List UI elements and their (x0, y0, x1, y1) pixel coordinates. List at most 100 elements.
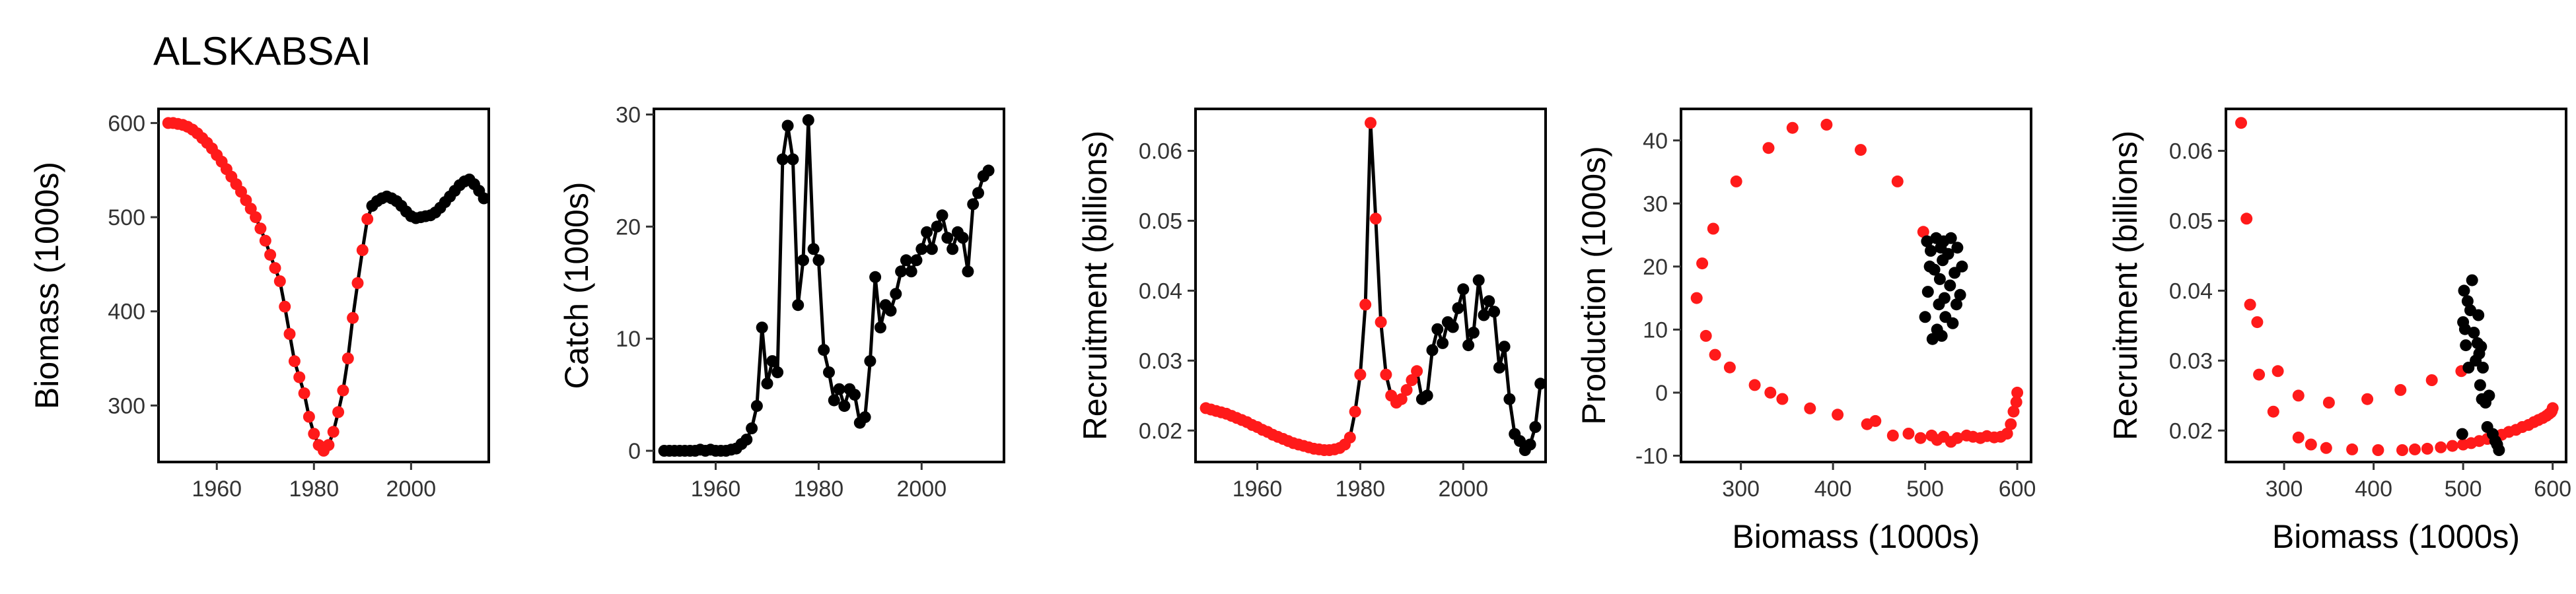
x-tick-label: 500 (2445, 477, 2482, 502)
data-point-red (1369, 213, 1382, 225)
panel-border (2225, 108, 2567, 463)
data-point-red (2435, 441, 2447, 453)
data-point-black (1921, 286, 1934, 298)
panel-border (653, 108, 1005, 463)
data-point-red (2240, 213, 2253, 225)
data-point-black (1947, 317, 1959, 329)
data-point-black (1956, 260, 1968, 273)
data-point-black (921, 226, 933, 238)
data-point-red (1365, 117, 1377, 129)
y-tick-label: 40 (1643, 129, 1668, 154)
data-point-black (1944, 279, 1956, 292)
panel-border (1680, 108, 2032, 463)
data-point-red (337, 384, 349, 397)
data-point-red (2292, 389, 2305, 402)
data-point-red (259, 234, 271, 247)
data-point-black (478, 192, 490, 205)
x-axis-title: Biomass (1000s) (2272, 518, 2520, 555)
data-point-red (347, 312, 359, 324)
data-point-black (1945, 232, 1957, 244)
y-tick-label: 10 (616, 327, 641, 352)
data-point-black (838, 400, 851, 412)
data-point-red (254, 222, 267, 235)
y-tick-label: 0.05 (2169, 209, 2213, 234)
data-point-red (2253, 368, 2266, 381)
data-point-red (308, 428, 320, 440)
data-point-red (2425, 374, 2438, 386)
y-tick-label: 0.05 (1139, 209, 1182, 234)
data-point-red (1776, 393, 1789, 405)
x-tick-label: 1960 (1233, 477, 1283, 502)
data-point-black (833, 383, 845, 395)
data-point-red (356, 244, 369, 256)
series-line (168, 121, 485, 453)
y-axis-title: Biomass (1000s) (28, 162, 65, 409)
data-point-red (2267, 405, 2279, 418)
data-point-black (2493, 444, 2505, 456)
data-point-black (1514, 435, 1526, 447)
data-point-black (771, 366, 784, 379)
data-point-red (1902, 428, 1915, 440)
data-point-black (941, 232, 954, 244)
data-point-black (884, 304, 897, 317)
data-point-black (890, 288, 902, 300)
data-point-red (351, 277, 364, 289)
y-tick-label: 300 (108, 393, 145, 418)
data-point-black (1935, 329, 1948, 342)
y-tick-label: 0.03 (2169, 348, 2213, 374)
data-point-black (2477, 362, 2489, 374)
data-point-red (2320, 442, 2332, 454)
data-point-black (2460, 339, 2472, 352)
x-tick-label: 600 (1999, 477, 2036, 502)
data-point-black (962, 265, 974, 278)
data-point-red (1951, 432, 1964, 444)
data-point-red (269, 262, 281, 275)
data-point-red (1696, 257, 1709, 270)
y-tick-label: 0.06 (2169, 139, 2213, 164)
data-point-black (1534, 378, 1547, 390)
data-point-black (1447, 321, 1459, 333)
x-tick-label: 2000 (386, 477, 437, 502)
data-point-red (1375, 316, 1387, 329)
x-axis-title: Biomass (1000s) (1732, 518, 1980, 555)
data-point-black (972, 187, 984, 199)
y-tick-label: 400 (108, 300, 145, 325)
y-tick-label: 20 (1643, 255, 1668, 280)
data-point-red (303, 411, 315, 423)
y-tick-label: -10 (1635, 444, 1668, 469)
data-point-red (283, 328, 296, 340)
data-point-black (1467, 327, 1480, 339)
data-point-red (2322, 397, 2335, 409)
data-point-black (746, 422, 758, 434)
x-tick-label: 1980 (794, 477, 844, 502)
data-point-red (341, 352, 354, 365)
data-point-red (1764, 386, 1777, 399)
x-tick-label: 1960 (192, 477, 242, 502)
data-point-red (1820, 118, 1833, 131)
data-point-red (1723, 361, 1736, 374)
x-tick-label: 400 (2355, 477, 2392, 502)
data-point-red (1709, 348, 1721, 361)
data-point-red (279, 300, 291, 313)
data-point-red (2546, 402, 2559, 414)
data-point-black (915, 243, 928, 255)
x-tick-label: 2000 (896, 477, 947, 502)
data-point-red (1869, 414, 1882, 427)
data-point-black (818, 344, 830, 356)
data-point-red (264, 249, 277, 261)
data-point-black (925, 243, 938, 255)
panel-recruitment_vs_biomass: 300 400 500 600 0.02 0.03 0.04 0.05 0.06 Recruitm… (2107, 108, 2571, 555)
data-point-red (1349, 405, 1361, 418)
data-point-black (1933, 273, 1946, 285)
data-point-red (1395, 393, 1408, 405)
x-tick-label: 1960 (691, 477, 741, 502)
data-point-black (2483, 389, 2495, 402)
data-point-black (2456, 428, 2468, 440)
data-point-red (1730, 175, 1742, 187)
data-point-red (2010, 396, 2022, 409)
data-point-red (2292, 431, 2305, 444)
data-point-red (1855, 144, 1867, 156)
data-point-black (828, 394, 840, 407)
x-tick-label: 2000 (1438, 477, 1488, 502)
